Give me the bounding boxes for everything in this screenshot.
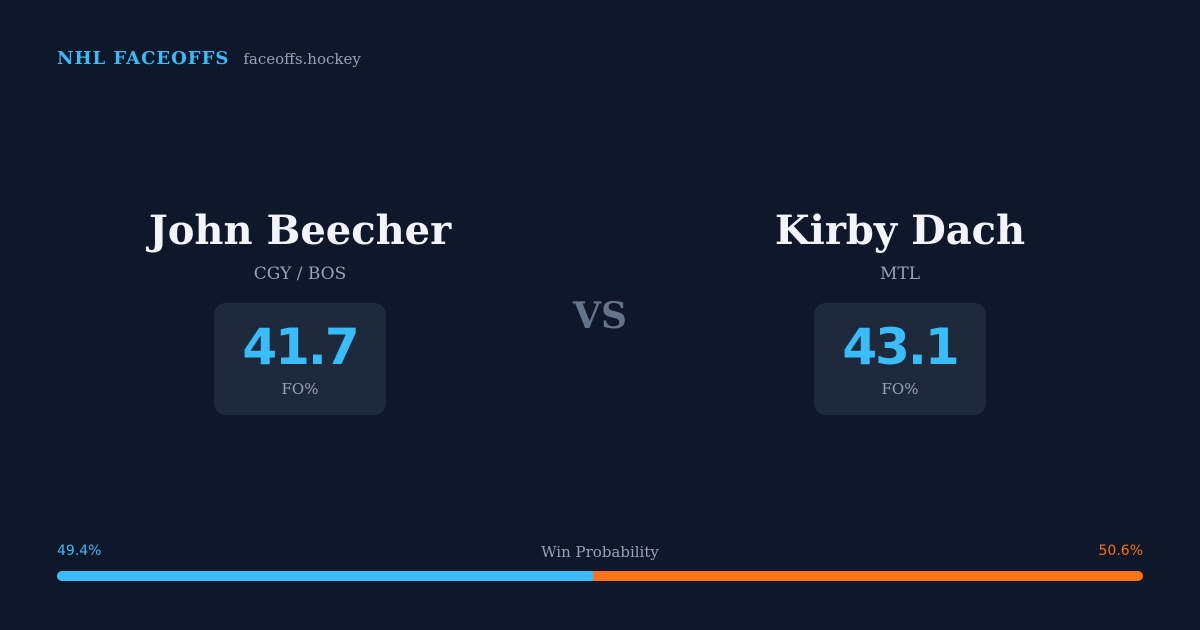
faceoff-percentage-label: FO% xyxy=(881,380,919,398)
win-probability-title: Win Probability xyxy=(541,543,659,561)
faceoff-percentage-value: 43.1 xyxy=(842,318,959,376)
win-probability-left-value: 49.4% xyxy=(57,543,102,559)
player-right: Kirby Dach MTL 43.1 FO% xyxy=(690,205,1110,415)
brand-name: NHL FACEOFFS xyxy=(57,48,230,69)
player-left: John Beecher CGY / BOS 41.7 FO% xyxy=(90,205,510,415)
versus-label: VS xyxy=(573,295,627,337)
faceoff-stat-card: 43.1 FO% xyxy=(814,303,986,415)
player-team: CGY / BOS xyxy=(253,264,347,284)
player-name: Kirby Dach xyxy=(774,207,1026,254)
win-probability-bar-fill xyxy=(57,571,594,581)
win-probability-labels: 49.4% Win Probability 50.6% xyxy=(57,543,1143,563)
brand-header: NHL FACEOFFS faceoffs.hockey xyxy=(57,48,361,69)
brand-domain: faceoffs.hockey xyxy=(243,50,361,68)
faceoff-percentage-value: 41.7 xyxy=(242,318,359,376)
faceoff-stat-card: 41.7 FO% xyxy=(214,303,386,415)
win-probability-bar xyxy=(57,571,1143,581)
player-name: John Beecher xyxy=(148,207,452,254)
faceoff-percentage-label: FO% xyxy=(281,380,319,398)
win-probability-right-value: 50.6% xyxy=(1098,543,1143,559)
player-team: MTL xyxy=(879,264,921,284)
